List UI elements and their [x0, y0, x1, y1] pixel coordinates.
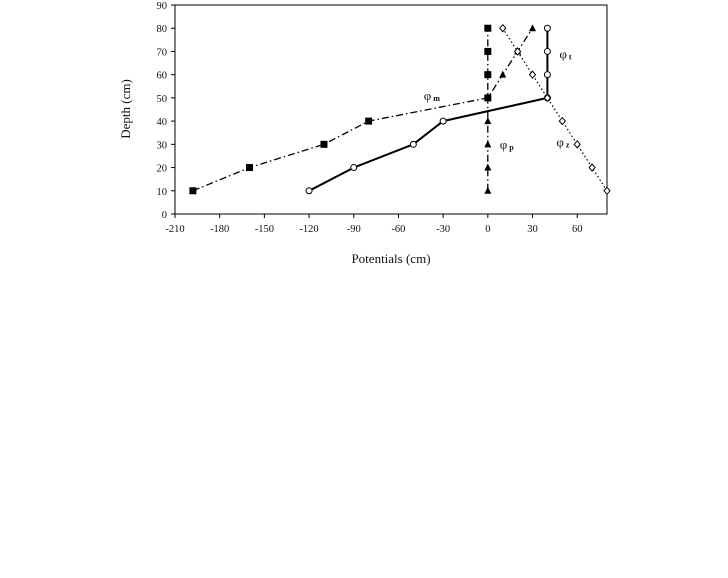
x-tick-label-5: -60 [391, 224, 405, 235]
x-tick-label-3: -120 [299, 224, 318, 235]
x-tick-label-1: -180 [210, 224, 229, 235]
point-p-3 [484, 117, 492, 125]
point-m-6 [484, 47, 492, 55]
point-p-2 [484, 140, 492, 148]
point-t-2 [409, 140, 417, 148]
y-tick-label-9: 90 [157, 1, 168, 12]
x-tick-label-7: 0 [485, 224, 490, 235]
point-m-0 [189, 187, 197, 195]
point-m-7 [484, 24, 492, 32]
series-line-z [502, 27, 608, 192]
y-tick-label-8: 80 [157, 24, 168, 35]
y-axis-title: Depth (cm) [118, 79, 133, 139]
axis-ticks: -210 -180 -150 -120 -90 -60 -30 0 30 60 0 10 20 30 40 5… [157, 1, 583, 235]
point-p-4 [484, 93, 492, 101]
x-tick-label-8: 30 [527, 224, 538, 235]
point-z-7 [499, 23, 507, 33]
point-t-0 [305, 187, 313, 195]
y-tick-label-5: 50 [157, 94, 168, 105]
x-tick-label-4: -90 [347, 224, 361, 235]
series-label-sub-z: z [566, 141, 570, 150]
point-m-3 [365, 117, 373, 125]
y-tick-label-2: 20 [157, 164, 168, 175]
y-tick-label-7: 70 [157, 47, 168, 58]
x-tick-label-6: -30 [436, 224, 450, 235]
point-m-1 [245, 164, 253, 172]
series-line-t [308, 28, 549, 192]
series-line-m [192, 28, 489, 192]
y-tick-label-1: 10 [157, 187, 168, 198]
point-t-5 [543, 71, 551, 79]
point-t-3 [439, 117, 447, 125]
point-z-3 [558, 116, 566, 126]
point-t-7 [543, 24, 551, 32]
y-tick-label-0: 0 [162, 210, 167, 221]
y-tick-label-6: 60 [157, 71, 168, 82]
y-tick-label-3: 30 [157, 140, 168, 151]
point-p-7 [529, 24, 537, 32]
point-p-5 [499, 70, 507, 78]
point-z-6 [513, 47, 522, 56]
series-label-sub-m: m [433, 94, 440, 103]
x-axis-title: Potentials (cm) [351, 251, 430, 266]
point-p-1 [484, 163, 492, 171]
point-z-1 [588, 163, 596, 172]
series-label-sub-t: t [569, 52, 572, 61]
series-label-sub-p: p [509, 143, 514, 152]
point-z-0 [603, 186, 611, 196]
point-z-4 [543, 93, 552, 103]
point-z-2 [573, 140, 581, 149]
y-tick-label-4: 40 [157, 117, 168, 128]
plot-area [174, 4, 608, 215]
point-t-1 [350, 164, 358, 172]
point-m-5 [484, 71, 492, 79]
x-tick-label-0: -210 [165, 224, 184, 235]
x-tick-label-9: 60 [572, 224, 583, 235]
point-m-2 [320, 140, 328, 148]
point-p-0 [484, 186, 492, 194]
x-tick-label-2: -150 [255, 224, 274, 235]
series-group [189, 23, 611, 196]
point-z-5 [528, 70, 537, 79]
point-t-6 [543, 47, 551, 55]
